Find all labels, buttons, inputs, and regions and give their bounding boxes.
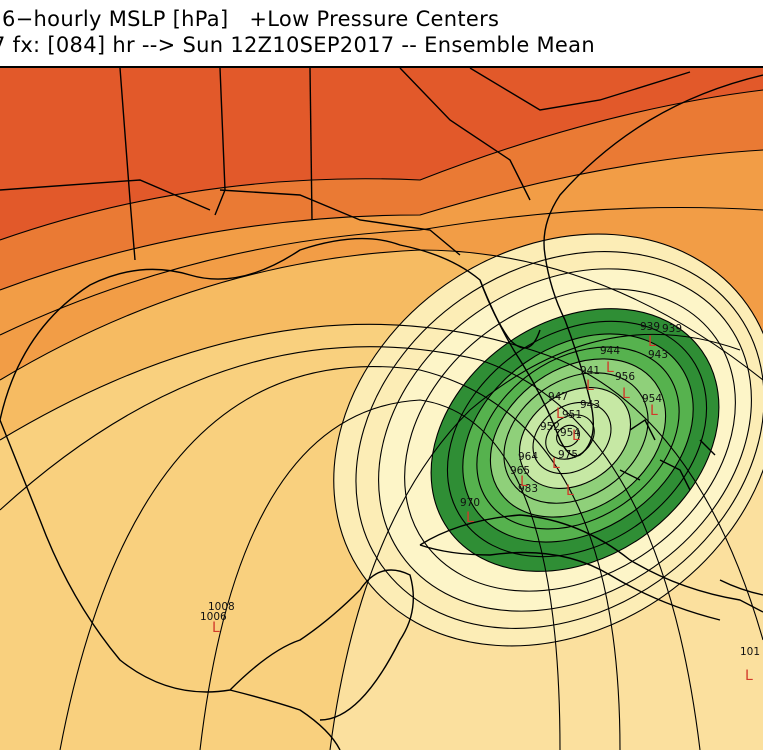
low-marker-icon: L: [586, 378, 594, 394]
low-center-value: 964: [518, 451, 538, 463]
low-marker-icon: L: [556, 406, 564, 422]
low-marker-icon: L: [650, 403, 658, 419]
map-title: 6−hourly MSLP [hPa] +Low Pressure Center…: [2, 7, 500, 31]
low-marker-icon: L: [566, 483, 574, 499]
map-header: 6−hourly MSLP [hPa] +Low Pressure Center…: [0, 0, 763, 68]
low-center-value: 941: [580, 365, 600, 377]
low-marker-icon: L: [622, 386, 630, 402]
low-center-value: 951: [562, 409, 582, 421]
low-center-value: 947: [548, 391, 568, 403]
low-pressure-centers: 939 939 944 943 941 956 954 947 943 951 …: [200, 321, 760, 658]
low-center-value: 1008: [208, 601, 235, 613]
low-marker-icon: L: [466, 510, 474, 526]
low-center-markers: L L L L L L L L L L L L L: [212, 334, 753, 684]
pressure-map: 939 939 944 943 941 956 954 947 943 951 …: [0, 68, 763, 750]
low-marker-icon: L: [520, 474, 528, 490]
low-center-value: 970: [460, 497, 480, 509]
low-center-value: 956: [615, 371, 635, 383]
forecast-time-subtitle: 7 fx: [084] hr --> Sun 12Z10SEP2017 -- E…: [0, 33, 595, 57]
low-center-value: 954: [642, 393, 662, 405]
pressure-fill-bands: [0, 68, 763, 750]
low-center-value: 954: [560, 427, 580, 439]
low-marker-icon: L: [572, 428, 580, 444]
coastlines-borders: [0, 68, 763, 750]
low-center-value: 975: [558, 449, 578, 461]
low-center-value: 943: [580, 399, 600, 411]
low-center-value: 943: [648, 349, 668, 361]
low-center-value: 1006: [200, 611, 227, 623]
low-center-value: 965: [510, 465, 530, 477]
low-center-value: 939: [662, 323, 682, 335]
low-center-value: 939: [640, 321, 660, 333]
low-center-value: 944: [600, 345, 620, 357]
low-marker-icon: L: [212, 620, 220, 636]
low-marker-icon: L: [648, 334, 656, 350]
low-center-value: 983: [518, 483, 538, 495]
low-center-value: 101: [740, 646, 760, 658]
low-center-value: 952: [540, 421, 560, 433]
low-marker-icon: L: [606, 360, 614, 376]
low-marker-icon: L: [745, 668, 753, 684]
low-marker-icon: L: [552, 456, 560, 472]
